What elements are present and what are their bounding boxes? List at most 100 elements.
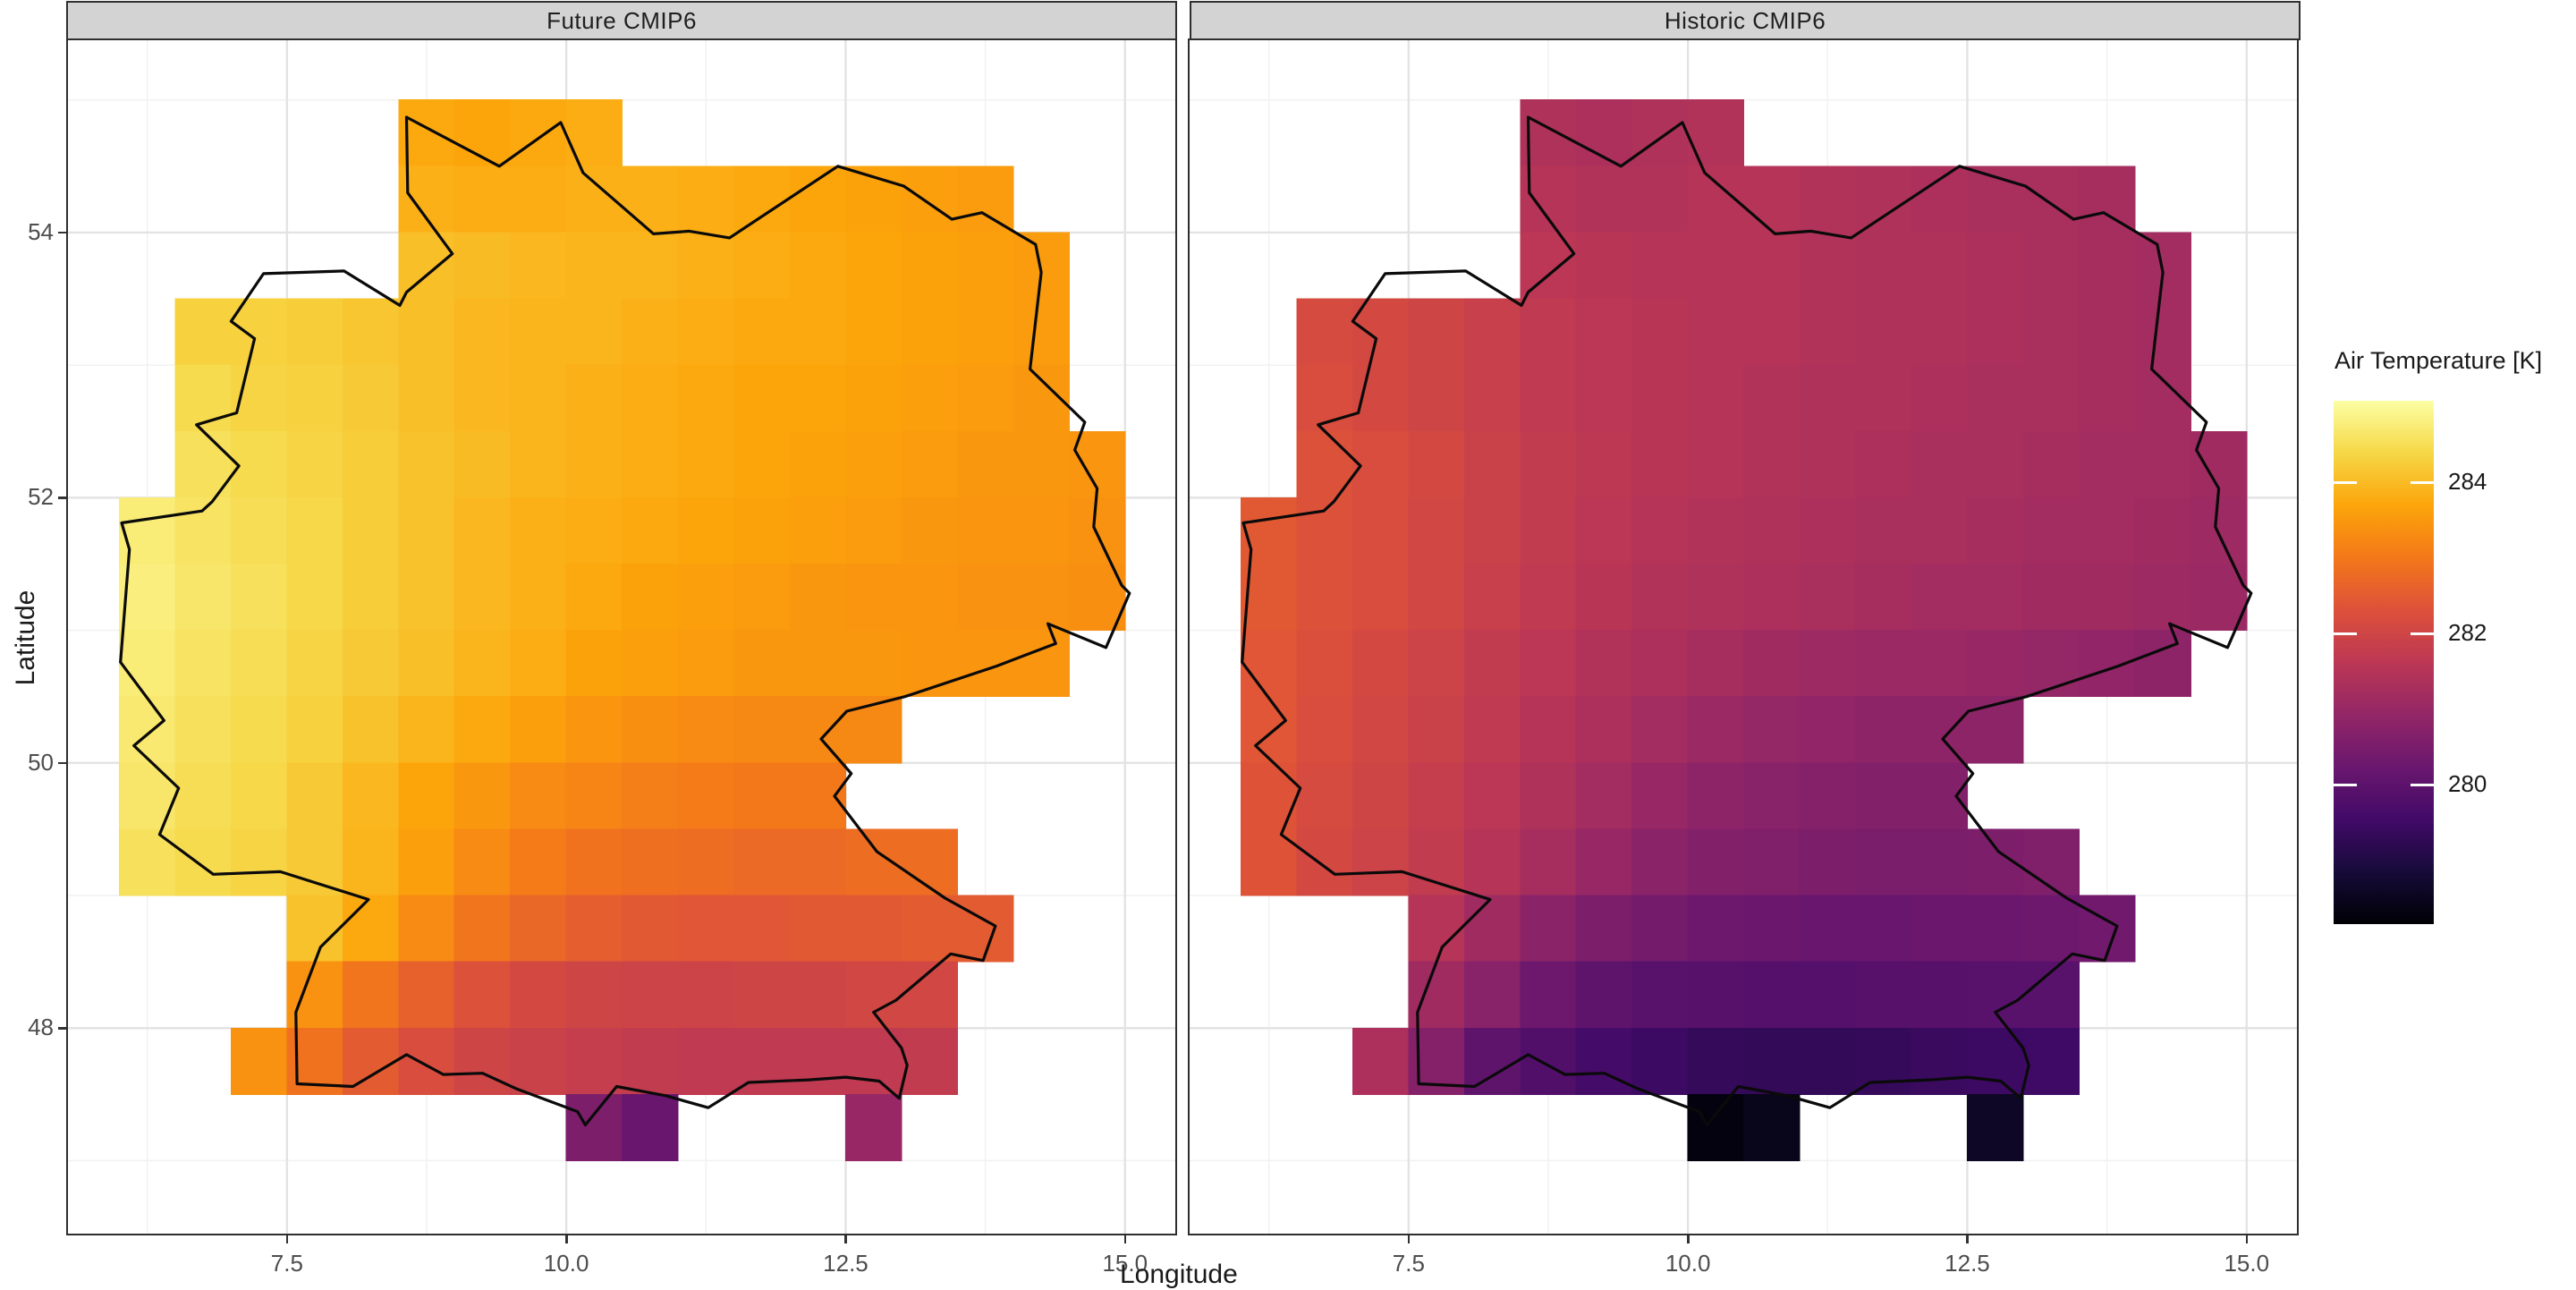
heatmap-cell bbox=[1408, 895, 1465, 963]
heatmap-cell bbox=[1855, 496, 1912, 564]
heatmap-cell bbox=[1520, 762, 1577, 830]
heatmap-cell bbox=[1911, 696, 1968, 764]
heatmap-cell bbox=[956, 232, 1014, 300]
heatmap-cell bbox=[286, 762, 343, 830]
heatmap-cell bbox=[510, 232, 567, 300]
heatmap-cell bbox=[565, 895, 623, 963]
heatmap-cell bbox=[622, 298, 679, 366]
heatmap-cell bbox=[565, 762, 623, 830]
heatmap-cell bbox=[789, 496, 846, 564]
heatmap-cell bbox=[2078, 232, 2136, 300]
heatmap-cell bbox=[1743, 364, 1801, 432]
heatmap-cell bbox=[1575, 364, 1633, 432]
heatmap-cell bbox=[844, 298, 902, 366]
heatmap-cell bbox=[844, 1093, 902, 1161]
heatmap-cell bbox=[286, 895, 343, 963]
heatmap-cell bbox=[1966, 232, 2024, 300]
heatmap-cell bbox=[2078, 364, 2136, 432]
heatmap-cell bbox=[1575, 298, 1633, 366]
heatmap-cell bbox=[733, 961, 791, 1029]
heatmap-cell bbox=[733, 762, 791, 830]
heatmap-cell bbox=[398, 430, 455, 498]
heatmap-cell bbox=[789, 1027, 846, 1095]
heatmap-cell bbox=[453, 828, 512, 896]
heatmap-cell bbox=[1520, 895, 1577, 963]
heatmap-cell bbox=[1743, 828, 1801, 896]
heatmap-cell bbox=[733, 165, 791, 233]
heatmap-cell bbox=[1631, 99, 1689, 167]
heatmap-cell bbox=[844, 696, 902, 764]
heatmap-cell bbox=[453, 99, 512, 167]
heatmap-cell bbox=[1352, 563, 1410, 632]
heatmap-cell bbox=[174, 364, 232, 432]
heatmap-cell bbox=[2022, 630, 2080, 698]
heatmap-cell bbox=[1631, 828, 1689, 896]
heatmap-cell bbox=[901, 232, 958, 300]
legend-tick-mark bbox=[2411, 480, 2434, 484]
heatmap-cell bbox=[2022, 895, 2080, 963]
heatmap-cell bbox=[1408, 828, 1465, 896]
heatmap-cell bbox=[733, 895, 791, 963]
y-tick-label: 48 bbox=[28, 1014, 54, 1041]
heatmap-cell bbox=[1855, 630, 1912, 698]
heatmap-cell bbox=[1743, 762, 1801, 830]
heatmap-cell bbox=[2078, 496, 2136, 564]
heatmap-cell bbox=[677, 762, 735, 830]
heatmap-cell bbox=[230, 563, 288, 632]
heatmap-cell bbox=[844, 895, 902, 963]
heatmap-cell bbox=[342, 961, 400, 1029]
heatmap-cell bbox=[1799, 298, 1857, 366]
heatmap-cell bbox=[1352, 1027, 1410, 1095]
x-tick-label: 15.0 bbox=[1102, 1250, 1148, 1277]
heatmap-cell bbox=[1687, 961, 1745, 1029]
heatmap-cell bbox=[453, 961, 512, 1029]
heatmap-cell bbox=[844, 961, 902, 1029]
heatmap-cell bbox=[2078, 298, 2136, 366]
heatmap-cell bbox=[398, 696, 455, 764]
legend-colorbar bbox=[2334, 401, 2434, 924]
heatmap-cell bbox=[286, 430, 343, 498]
heatmap-cell bbox=[622, 165, 679, 233]
heatmap-cell bbox=[565, 364, 623, 432]
heatmap-cell bbox=[622, 961, 679, 1029]
heatmap-cell bbox=[174, 496, 232, 564]
heatmap-cell bbox=[789, 430, 846, 498]
heatmap-cell bbox=[1743, 630, 1801, 698]
heatmap-cell bbox=[342, 298, 400, 366]
heatmap-cell bbox=[622, 630, 679, 698]
heatmap-cell bbox=[565, 232, 623, 300]
heatmap-cell bbox=[1911, 165, 1968, 233]
heatmap-cell bbox=[565, 1093, 623, 1161]
legend-title: Air Temperature [K] bbox=[2334, 347, 2543, 374]
heatmap-cell bbox=[1240, 630, 1298, 698]
heatmap-cell bbox=[2022, 232, 2080, 300]
heatmap-cell bbox=[565, 430, 623, 498]
heatmap-cell bbox=[1855, 1027, 1912, 1095]
legend-tick-label: 280 bbox=[2448, 770, 2487, 798]
heatmap-cell bbox=[1463, 364, 1521, 432]
heatmap-cell bbox=[844, 364, 902, 432]
heatmap-cell bbox=[901, 563, 958, 632]
heatmap-cell bbox=[622, 828, 679, 896]
heatmap-cell bbox=[453, 496, 512, 564]
heatmap-cell bbox=[398, 630, 455, 698]
heatmap-cell bbox=[901, 630, 958, 698]
heatmap-cell bbox=[1575, 430, 1633, 498]
heatmap-cell bbox=[1966, 496, 2024, 564]
heatmap-cell bbox=[622, 430, 679, 498]
heatmap-cell bbox=[342, 696, 400, 764]
heatmap-cell bbox=[1911, 828, 1968, 896]
heatmap-cell bbox=[286, 496, 343, 564]
heatmap-cell bbox=[733, 696, 791, 764]
heatmap-cell bbox=[1743, 895, 1801, 963]
heatmap-cell bbox=[1687, 430, 1745, 498]
heatmap-cell bbox=[510, 430, 567, 498]
heatmap-cell bbox=[789, 828, 846, 896]
heatmap-cell bbox=[844, 496, 902, 564]
heatmap-cell bbox=[1463, 762, 1521, 830]
heatmap-cell bbox=[1631, 630, 1689, 698]
heatmap-cell bbox=[1687, 630, 1745, 698]
x-tick-mark bbox=[1123, 1235, 1127, 1243]
heatmap-cell bbox=[677, 1027, 735, 1095]
heatmap-cell bbox=[342, 364, 400, 432]
